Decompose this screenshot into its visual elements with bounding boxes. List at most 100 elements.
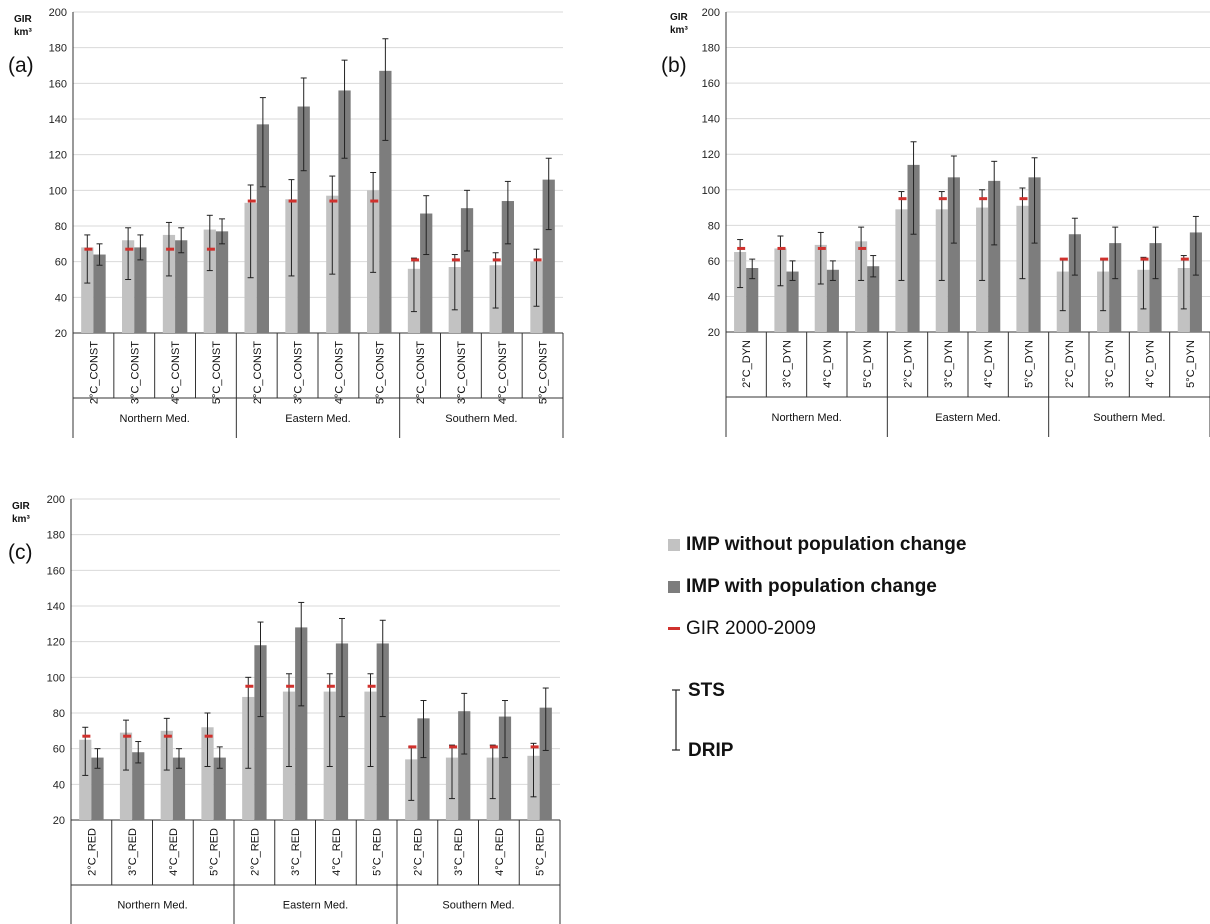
bar-with (417, 718, 430, 820)
group-label: Northern Med. (120, 413, 190, 425)
bar-without (162, 234, 176, 333)
y-tick-label: 200 (702, 7, 720, 19)
y-tick-label: 160 (47, 565, 65, 577)
category-label: 3°C_RED (127, 828, 139, 876)
bar-without (201, 727, 214, 820)
y-tick-label: 140 (49, 114, 67, 126)
category-label: 3°C_DYN (782, 340, 794, 388)
group-label: Eastern Med. (285, 413, 350, 425)
bar-with (175, 240, 188, 333)
y-tick-label: 120 (47, 637, 65, 649)
legend-item-baseline: GIR 2000-2009 (668, 618, 816, 640)
bar-with (458, 711, 471, 820)
category-label: 4°C_RED (168, 828, 180, 876)
bar-with (335, 643, 349, 820)
bar-with (867, 266, 880, 332)
bar-with (338, 90, 351, 333)
bar-with (826, 269, 839, 332)
panel-label: (a) (8, 54, 34, 77)
category-label: 3°C_CONST (456, 341, 468, 404)
category-label: 3°C_DYN (1104, 340, 1116, 388)
bar-with (786, 271, 799, 332)
legend-label-sts: STS (688, 680, 725, 701)
bar-with (501, 201, 514, 333)
bar-with (498, 716, 512, 820)
legend-errorbar-icon (672, 689, 680, 751)
group-label: Eastern Med. (283, 900, 348, 912)
y-tick-label: 60 (53, 744, 65, 756)
y-tick-label: 160 (49, 78, 67, 90)
y-tick-label: 100 (47, 672, 65, 684)
category-label: 2°C_RED (412, 828, 424, 876)
y-tick-label: 60 (55, 257, 67, 269)
chart-panel-2: 20 40 60 80 100 120 140 160 180 200 GIR km³ (b) 2°C_D… (661, 7, 1210, 437)
bar-with (132, 752, 145, 820)
bar-with (542, 179, 555, 333)
y-tick-label: 180 (47, 530, 65, 542)
bar-with (947, 177, 960, 332)
chart-panel-1: 20 40 60 80 100 120 140 160 180 200 GIR km³ (a) 2°C_C… (8, 7, 564, 438)
category-label: 5°C_CONST (211, 341, 223, 404)
y-tick-label: 120 (49, 150, 67, 162)
category-label: 4°C_CONST (333, 341, 345, 404)
category-label: 2°C_DYN (741, 340, 753, 388)
y-tick-label: 60 (708, 256, 720, 268)
bar-with (1068, 234, 1081, 332)
y-tick-label: 80 (708, 220, 720, 232)
category-label: 2°C_CONST (88, 341, 100, 404)
bar-with (746, 268, 759, 332)
y-tick-label: 140 (702, 114, 720, 126)
panel-label: (c) (8, 541, 33, 564)
bar-without (855, 241, 868, 332)
bar-with (213, 757, 226, 820)
bar-without (734, 252, 747, 332)
category-label: 4°C_RED (494, 828, 506, 876)
y-axis-label: km³ (14, 27, 32, 38)
group-label: Northern Med. (117, 900, 187, 912)
category-label: 2°C_CONST (252, 341, 264, 404)
bar-with (1028, 177, 1041, 332)
category-label: 5°C_RED (209, 828, 221, 876)
bar-with (1149, 243, 1162, 332)
legend-label-baseline: GIR 2000-2009 (686, 618, 816, 639)
category-label: 3°C_RED (290, 828, 302, 876)
group-label: Southern Med. (445, 413, 517, 425)
y-tick-label: 20 (708, 327, 720, 339)
y-tick-label: 40 (53, 779, 65, 791)
y-tick-label: 20 (53, 815, 65, 827)
category-label: 4°C_DYN (822, 340, 834, 388)
y-axis-label: GIR (670, 12, 689, 23)
y-axis-label: GIR (12, 501, 31, 512)
category-label: 2°C_RED (86, 828, 98, 876)
bar-with (134, 247, 147, 333)
category-label: 3°C_DYN (943, 340, 955, 388)
category-label: 4°C_DYN (1145, 340, 1157, 388)
bar-with (254, 645, 267, 820)
panel-label: (b) (661, 54, 687, 77)
y-tick-label: 100 (702, 185, 720, 197)
y-tick-label: 200 (49, 7, 67, 19)
y-tick-label: 200 (47, 494, 65, 506)
category-label: 3°C_RED (453, 828, 465, 876)
category-label: 5°C_RED (372, 828, 384, 876)
bar-with (172, 757, 186, 820)
bar-with (907, 164, 920, 332)
legend-swatch-without (668, 538, 680, 551)
category-label: 2°C_RED (249, 828, 261, 876)
bar-with (297, 106, 310, 334)
y-axis-label: km³ (12, 514, 30, 525)
category-label: 4°C_RED (331, 828, 343, 876)
category-label: 2°C_CONST (415, 341, 427, 404)
legend-item-with: IMP with population change (668, 576, 937, 598)
group-label: Northern Med. (772, 412, 842, 424)
y-axis-label: GIR (14, 14, 33, 25)
bar-without (79, 739, 92, 820)
category-label: 5°C_DYN (1185, 340, 1197, 388)
y-tick-label: 140 (47, 601, 65, 613)
bar-with (295, 627, 308, 820)
y-tick-label: 100 (49, 185, 67, 197)
bar-with (539, 707, 552, 820)
legend-swatch-baseline (668, 627, 680, 631)
bar-without (203, 229, 216, 333)
category-label: 4°C_DYN (983, 340, 995, 388)
